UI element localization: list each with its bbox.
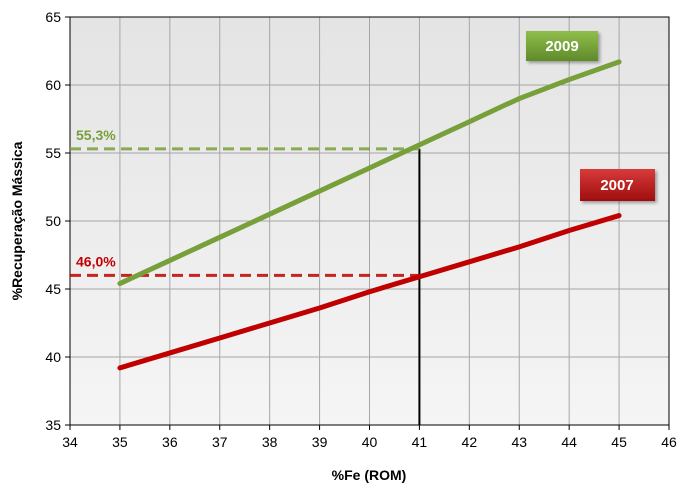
x-tick-label: 37 <box>212 434 228 450</box>
y-tick-label: 35 <box>45 417 61 433</box>
x-tick-label: 35 <box>112 434 128 450</box>
legend-label-2007: 2007 <box>580 169 655 201</box>
x-tick-label: 39 <box>312 434 328 450</box>
x-tick-label: 42 <box>462 434 478 450</box>
x-tick-label: 34 <box>62 434 78 450</box>
x-tick-label: 36 <box>162 434 178 450</box>
y-tick-label: 50 <box>45 213 61 229</box>
series-layer <box>117 59 622 371</box>
reference-lines <box>70 147 421 425</box>
legend-text-2007: 2007 <box>600 177 633 194</box>
x-tick-label: 43 <box>511 434 527 450</box>
y-axis-title: %Recuperação Mássica <box>9 141 25 300</box>
y-tick-label: 45 <box>45 281 61 297</box>
series-line-2007 <box>117 213 622 371</box>
x-tick-label: 41 <box>412 434 428 450</box>
x-tick-label: 44 <box>561 434 577 450</box>
y-tick-label: 60 <box>45 77 61 93</box>
legend-label-2009: 2009 <box>526 31 598 61</box>
annotation-layer: 55,3% 46,0% <box>76 127 116 269</box>
x-tick-label: 40 <box>362 434 378 450</box>
y-tick-label: 55 <box>45 145 61 161</box>
y-tick-label: 65 <box>45 9 61 25</box>
legend-box-2007 <box>580 169 655 201</box>
legend-box-2009 <box>526 31 598 61</box>
x-axis-title: %Fe (ROM) <box>332 467 407 483</box>
x-tick-label: 46 <box>661 434 677 450</box>
y-tick-label: 40 <box>45 349 61 365</box>
legend-text-2009: 2009 <box>545 38 578 55</box>
x-tick-label: 38 <box>262 434 278 450</box>
series-line-2009 <box>117 59 622 287</box>
annotation-label: 55,3% <box>76 127 116 143</box>
x-tick-label: 45 <box>611 434 627 450</box>
annotation-label: 46,0% <box>76 253 116 269</box>
